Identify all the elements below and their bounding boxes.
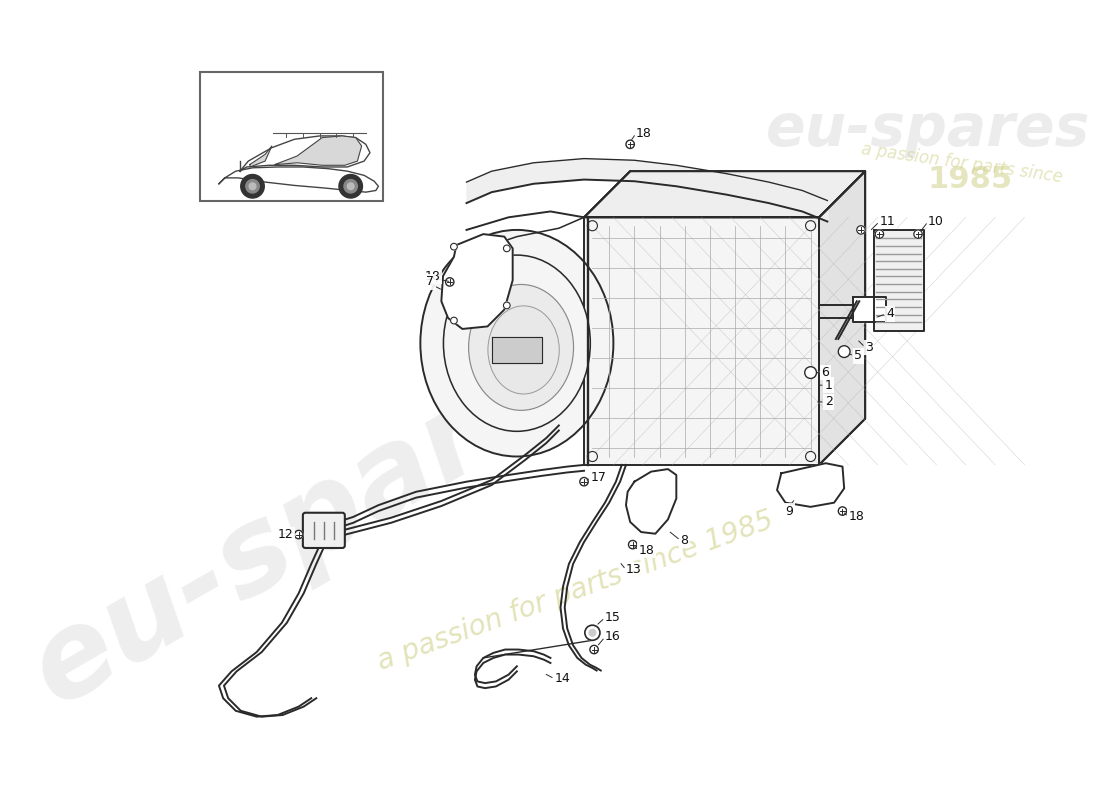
Polygon shape: [250, 146, 272, 167]
Circle shape: [587, 451, 597, 462]
Circle shape: [451, 243, 458, 250]
Circle shape: [344, 179, 358, 193]
Circle shape: [348, 183, 354, 190]
Ellipse shape: [469, 285, 573, 410]
Polygon shape: [820, 171, 866, 465]
Polygon shape: [584, 218, 820, 465]
Text: 7: 7: [426, 275, 434, 289]
Polygon shape: [492, 338, 542, 362]
Text: eu-spares: eu-spares: [11, 302, 637, 729]
Text: 1: 1: [825, 378, 833, 392]
Polygon shape: [275, 136, 362, 166]
Polygon shape: [626, 469, 676, 534]
Circle shape: [590, 646, 598, 654]
Text: 4: 4: [887, 307, 894, 320]
Text: 18: 18: [639, 544, 654, 557]
Text: 15: 15: [605, 611, 620, 624]
Circle shape: [339, 174, 363, 198]
Circle shape: [838, 507, 847, 515]
Polygon shape: [584, 171, 866, 218]
Text: 2: 2: [825, 395, 833, 409]
Circle shape: [245, 179, 260, 193]
Ellipse shape: [488, 306, 559, 394]
Circle shape: [588, 630, 596, 636]
FancyBboxPatch shape: [302, 513, 344, 548]
Text: 9: 9: [785, 505, 793, 518]
Circle shape: [504, 245, 510, 252]
Text: 18: 18: [848, 510, 865, 523]
Polygon shape: [240, 136, 370, 171]
Text: 14: 14: [554, 673, 571, 686]
Text: eu-spares: eu-spares: [766, 101, 1090, 158]
Circle shape: [805, 366, 816, 378]
Polygon shape: [873, 230, 924, 330]
Circle shape: [451, 317, 458, 324]
Circle shape: [250, 183, 256, 190]
Ellipse shape: [420, 230, 614, 457]
Text: 8: 8: [681, 534, 689, 547]
Polygon shape: [852, 297, 887, 322]
Polygon shape: [584, 171, 866, 218]
Text: 5: 5: [855, 350, 862, 362]
Circle shape: [241, 174, 264, 198]
Circle shape: [587, 221, 597, 230]
Text: a passion for parts since: a passion for parts since: [860, 140, 1064, 186]
Text: 6: 6: [822, 366, 829, 379]
Circle shape: [857, 226, 866, 234]
Text: 18: 18: [425, 270, 440, 282]
Text: 16: 16: [605, 630, 620, 643]
Polygon shape: [441, 234, 513, 329]
Circle shape: [805, 221, 815, 230]
Text: 13: 13: [626, 563, 641, 576]
Text: 17: 17: [591, 471, 606, 484]
Circle shape: [504, 302, 510, 309]
Circle shape: [876, 230, 883, 238]
Circle shape: [580, 478, 588, 486]
Text: 3: 3: [866, 341, 873, 354]
Text: 12: 12: [277, 528, 294, 541]
Text: 18: 18: [636, 127, 652, 140]
Circle shape: [838, 346, 850, 358]
Text: 10: 10: [928, 215, 944, 228]
Circle shape: [446, 278, 454, 286]
Polygon shape: [777, 463, 844, 507]
Bar: [199, 72, 383, 201]
Circle shape: [585, 625, 600, 640]
Circle shape: [295, 530, 302, 538]
Circle shape: [914, 230, 922, 238]
Text: 1985: 1985: [927, 165, 1013, 194]
Circle shape: [805, 451, 815, 462]
Text: a passion for parts since 1985: a passion for parts since 1985: [374, 506, 778, 676]
Text: 11: 11: [879, 215, 895, 228]
Circle shape: [628, 541, 637, 549]
Polygon shape: [820, 171, 866, 465]
Polygon shape: [219, 167, 378, 192]
Circle shape: [626, 140, 635, 149]
Ellipse shape: [443, 255, 591, 431]
